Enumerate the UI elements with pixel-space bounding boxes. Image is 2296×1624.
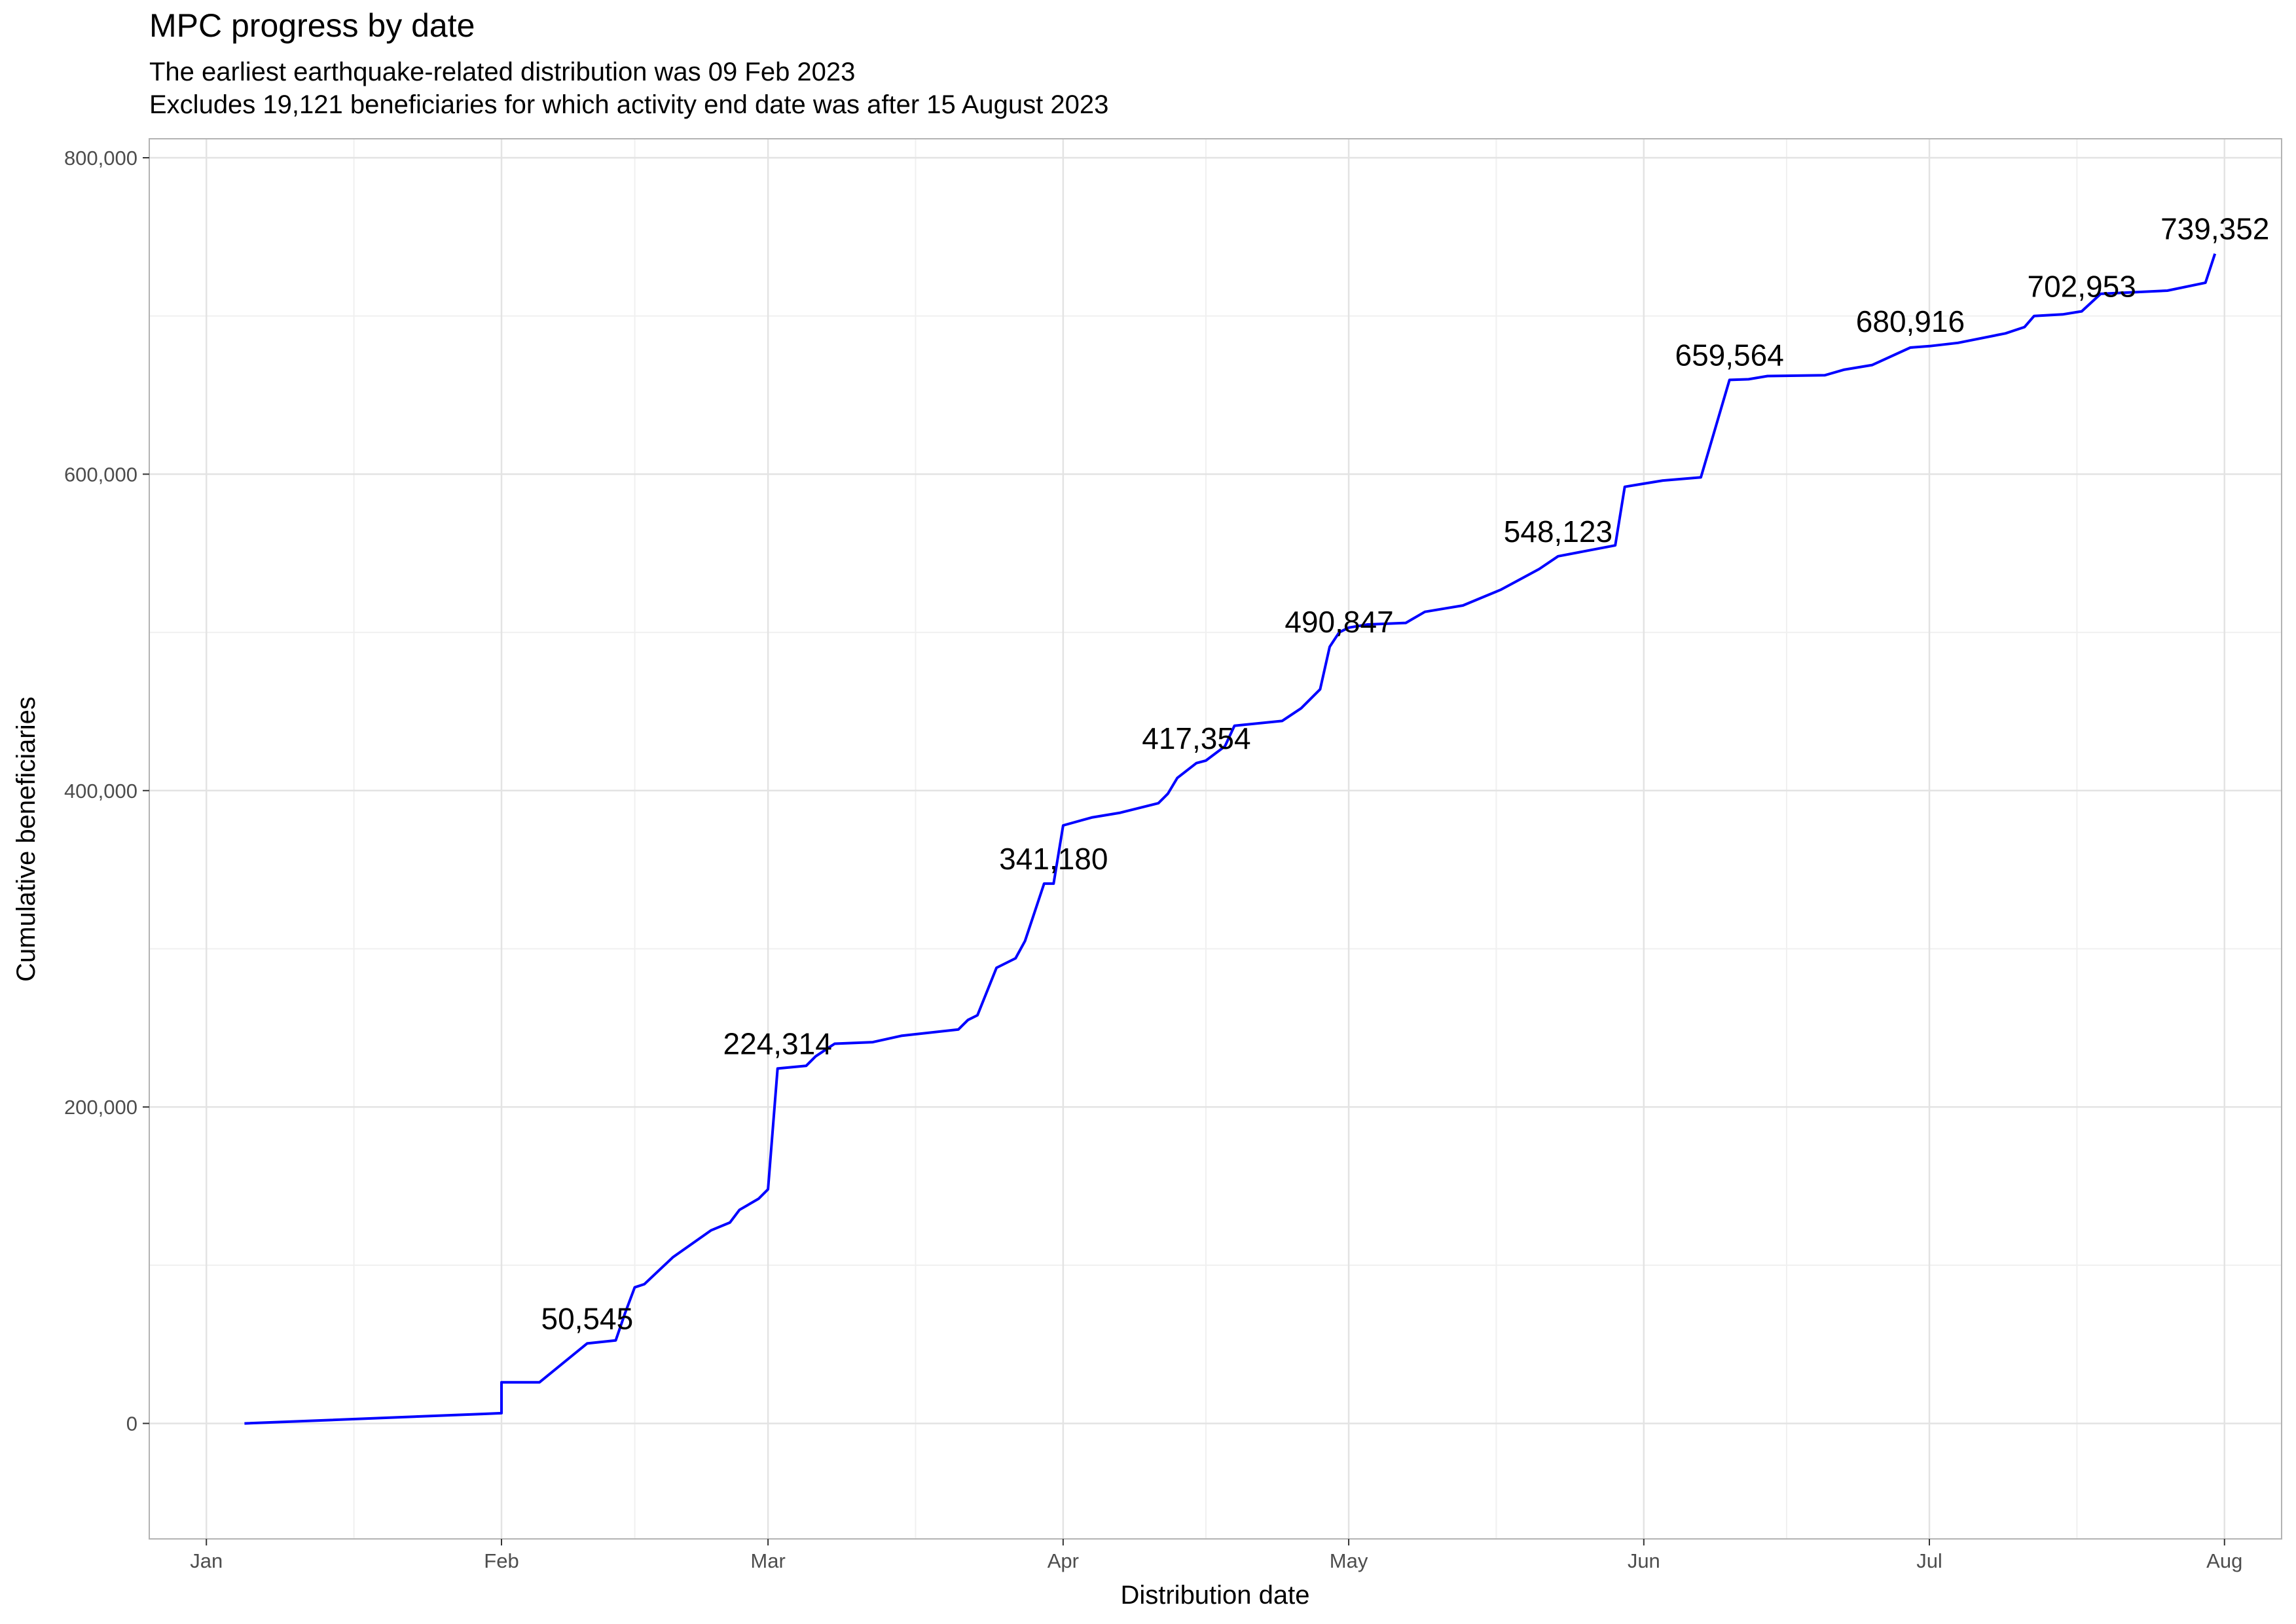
value-annotations: 50,545 224,314 341,180 417,354 490,847 548,12… — [541, 212, 2269, 1336]
y-tick-label: 0 — [126, 1413, 137, 1435]
chart-subtitle-line-1: The earliest earthquake-related distribu… — [149, 58, 856, 86]
value-label: 417,354 — [1142, 721, 1250, 755]
value-label: 702,953 — [2028, 270, 2136, 304]
y-tick-label: 600,000 — [64, 463, 137, 486]
x-tick-label: May — [1330, 1549, 1368, 1572]
x-axis: Jan Feb Mar Apr May Jun Jul Aug — [190, 1539, 2242, 1572]
value-label: 739,352 — [2160, 212, 2269, 246]
plot-panel-border — [149, 138, 2282, 1540]
y-tick-label: 800,000 — [64, 147, 137, 170]
minor-gridlines — [149, 139, 2282, 1539]
value-label: 224,314 — [723, 1026, 832, 1060]
x-tick-label: Aug — [2206, 1549, 2242, 1572]
major-gridlines — [149, 139, 2282, 1539]
x-tick-label: Feb — [484, 1549, 519, 1572]
y-axis-title: Cumulative beneficiaries — [12, 696, 41, 982]
value-label: 490,847 — [1285, 605, 1393, 639]
x-tick-label: Mar — [750, 1549, 785, 1572]
x-tick-label: Apr — [1048, 1549, 1079, 1572]
x-tick-label: Jan — [190, 1549, 223, 1572]
chart-title: MPC progress by date — [149, 7, 475, 44]
y-axis: 0 200,000 400,000 600,000 800,000 — [64, 147, 149, 1435]
x-tick-label: Jun — [1628, 1549, 1660, 1572]
value-label: 341,180 — [999, 842, 1108, 876]
value-label: 50,545 — [541, 1301, 633, 1335]
cumulative-beneficiaries-line — [244, 253, 2217, 1425]
x-axis-title: Distribution date — [1120, 1581, 1309, 1610]
y-tick-label: 400,000 — [64, 780, 137, 803]
y-tick-label: 200,000 — [64, 1096, 137, 1119]
value-label: 680,916 — [1856, 304, 1965, 338]
x-tick-label: Jul — [1916, 1549, 1942, 1572]
value-label: 548,123 — [1504, 514, 1613, 549]
chart-subtitle-line-2: Excludes 19,121 beneficiaries for which … — [149, 90, 1109, 119]
value-label: 659,564 — [1675, 338, 1784, 372]
